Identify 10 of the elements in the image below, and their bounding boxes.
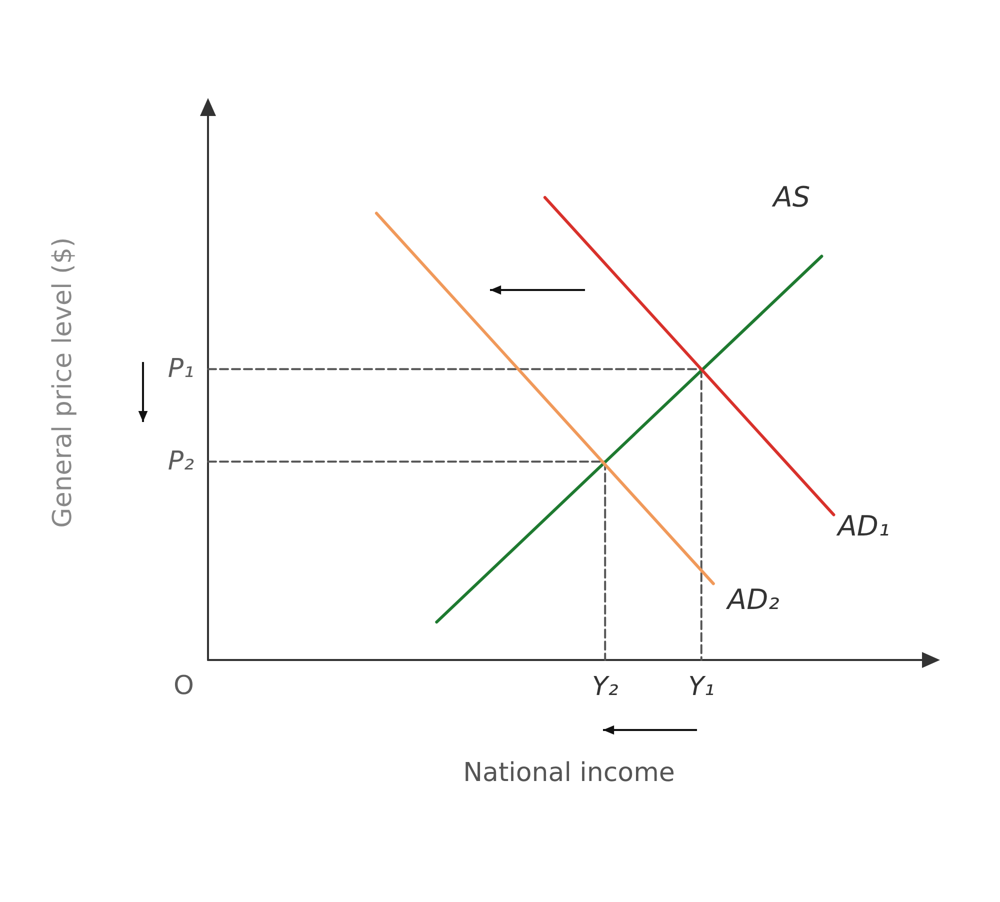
- series-label: AD₁: [836, 509, 890, 542]
- x-tick-label: Y₁: [688, 672, 715, 702]
- series-label: AS: [771, 180, 810, 214]
- text: P₂: [168, 446, 194, 477]
- text: P₁: [168, 354, 194, 384]
- x-axis-title: National income: [463, 758, 675, 788]
- text: O: [174, 671, 194, 701]
- y-axis-title: General price level ($): [48, 237, 78, 528]
- x-tick-label: Y₂: [592, 672, 618, 702]
- series-label: AD₂: [725, 583, 780, 616]
